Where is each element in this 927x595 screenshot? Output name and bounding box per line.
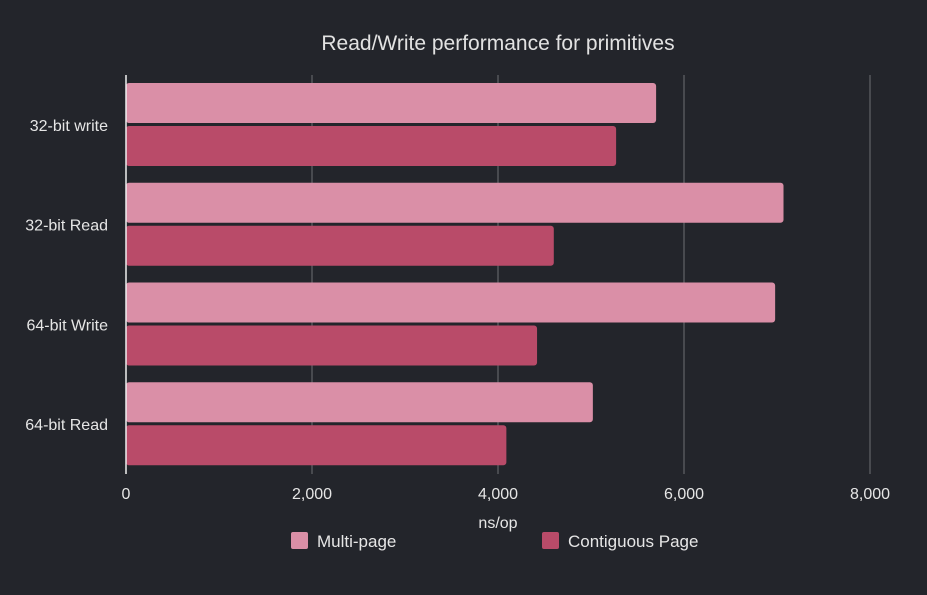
bar-0-2 (126, 282, 776, 323)
bars (126, 83, 784, 466)
x-tick-label-3: 6,000 (664, 486, 704, 503)
axes: 0 2,000 4,000 6,000 8,000 32-bit write 32-bit … (25, 75, 890, 503)
chart-title: Read/Write performance for primitives (321, 32, 674, 55)
legend-swatch-0 (291, 532, 308, 549)
bar-0-3 (126, 382, 593, 423)
legend-label-0: Multi-page (317, 532, 396, 551)
x-tick-label-4: 8,000 (850, 486, 890, 503)
bar-1-0 (126, 126, 617, 166)
y-tick-label-2: 64-bit Write (26, 317, 108, 334)
bar-0-0 (126, 83, 657, 123)
y-tick-label-3: 64-bit Read (25, 417, 108, 434)
legend: Multi-page Contiguous Page (291, 532, 698, 551)
bar-0-1 (126, 182, 784, 223)
bar-1-3 (126, 425, 507, 466)
legend-swatch-1 (542, 532, 559, 549)
legend-label-1: Contiguous Page (568, 532, 698, 551)
x-tick-label-1: 2,000 (292, 486, 332, 503)
x-axis-title: ns/op (478, 515, 517, 532)
bar-1-1 (126, 225, 554, 266)
x-tick-label-2: 4,000 (478, 486, 518, 503)
y-tick-label-0: 32-bit write (30, 118, 108, 135)
y-tick-label-1: 32-bit Read (25, 218, 108, 235)
x-tick-label-0: 0 (122, 486, 131, 503)
bar-1-2 (126, 325, 538, 366)
